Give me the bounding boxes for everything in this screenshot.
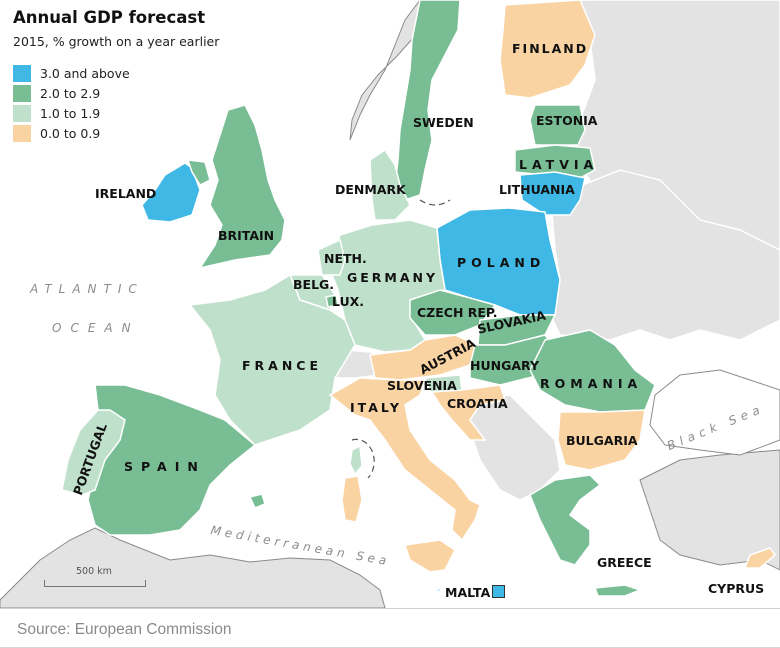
country-france-corsica[interactable] [349,444,363,476]
country-luxembourg[interactable] [325,294,339,308]
label-lithuania: LITHUANIA [499,182,575,197]
legend-item-0-to-0.9: 0.0 to 0.9 [13,123,130,143]
legend-item-1-to-1.9: 1.0 to 1.9 [13,103,130,123]
country-lithuania[interactable] [519,171,586,216]
country-finland[interactable] [499,0,596,99]
label-latvia: LATVIA [519,157,599,172]
country-greece-crete[interactable] [593,584,643,597]
country-italy-sicily[interactable] [404,539,456,573]
label-italy: ITALY [350,400,402,415]
country-italy[interactable] [328,377,481,542]
label-netherlands: NETH. [324,251,367,266]
chart-subtitle: 2015, % growth on a year earlier [13,34,220,49]
label-atlantic: ATLANTIC [30,282,144,296]
label-denmark: DENMARK [335,182,406,197]
label-czech: CZECH REP. [417,305,498,320]
source-text: Source: European Commission [17,621,232,638]
country-croatia[interactable] [430,384,506,441]
legend-item-3-plus: 3.0 and above [13,63,130,83]
country-ireland[interactable] [141,162,201,223]
legend-label: 3.0 and above [40,65,130,81]
scale-bar [44,580,146,587]
country-cyprus[interactable] [743,547,777,569]
legend-label: 0.0 to 0.9 [40,125,101,141]
dashed-boundary-corsica [351,438,375,479]
label-hungary: HUNGARY [470,358,540,373]
label-belgium: BELG. [293,277,335,292]
label-finland: FINLAND [512,41,589,56]
label-ireland: IRELAND [95,186,157,201]
country-malta[interactable] [434,586,441,594]
country-britain[interactable] [198,104,286,270]
label-sweden: SWEDEN [413,115,474,130]
legend-label: 2.0 to 2.9 [40,85,101,101]
legend-swatch [13,84,31,102]
country-portugal[interactable] [61,409,126,496]
legend-swatch [13,124,31,142]
label-spain: SPAIN [124,459,206,474]
black-sea [649,369,780,456]
label-germany: GERMANY [347,270,439,285]
north-africa-region [0,527,386,608]
label-cyprus: CYPRUS [708,581,765,596]
country-netherlands[interactable] [317,238,346,276]
label-britain: BRITAIN [218,228,275,243]
country-denmark[interactable] [369,148,411,221]
label-greece: GREECE [597,555,652,570]
legend: 3.0 and above 2.0 to 2.9 1.0 to 1.9 0.0 … [13,63,130,143]
country-italy-sardinia[interactable] [341,475,363,523]
footer: Source: European Commission [0,608,780,648]
country-bulgaria[interactable] [557,409,646,471]
norway-region [349,0,456,141]
label-romania: ROMANIA [540,376,643,391]
country-estonia[interactable] [529,104,586,146]
label-luxembourg: LUX. [332,294,365,309]
label-croatia: CROATIA [447,396,508,411]
label-poland: POLAND [457,255,546,270]
label-ocean: OCEAN [52,321,140,335]
dashed-boundary-baltic [419,199,451,206]
europe-map [0,0,780,608]
legend-item-2-to-2.9: 2.0 to 2.9 [13,83,130,103]
scale-label: 500 km [76,566,112,577]
legend-label: 1.0 to 1.9 [40,105,101,121]
country-greece[interactable] [529,474,602,566]
label-estonia: ESTONIA [536,113,598,128]
label-bulgaria: BULGARIA [566,433,638,448]
malta-indicator-swatch [492,585,505,598]
country-romania[interactable] [529,329,656,413]
country-latvia[interactable] [514,144,596,179]
label-malta: MALTA [445,585,491,600]
legend-swatch [13,104,31,122]
country-sweden[interactable] [394,0,461,201]
label-france: FRANCE [242,358,323,373]
chart-title: Annual GDP forecast [13,8,206,27]
country-spain-balearic[interactable] [248,493,266,509]
country-northern-ireland[interactable] [186,159,211,186]
legend-swatch [13,64,31,82]
label-slovenia: SLOVENIA [387,378,457,393]
